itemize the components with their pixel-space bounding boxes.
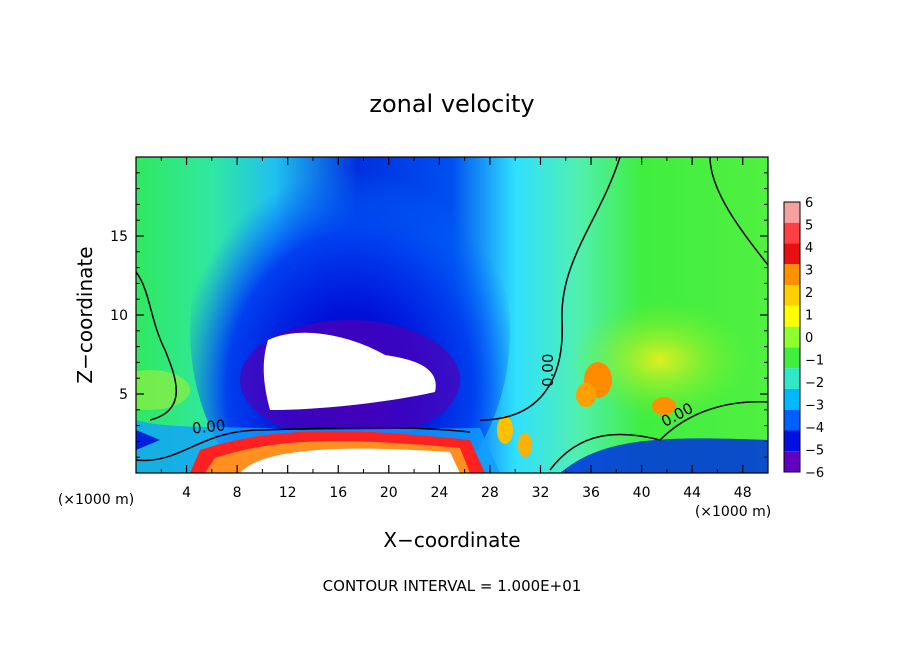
colorbar-label: 4 bbox=[805, 241, 813, 256]
colorbar-label: −6 bbox=[805, 466, 824, 481]
colorbar-swatch bbox=[784, 451, 800, 472]
colorbar-swatch bbox=[784, 285, 800, 306]
y-axis-label: Z−coordinate bbox=[73, 246, 97, 383]
colorbar-label: 2 bbox=[805, 286, 813, 301]
x-tick-label: 16 bbox=[329, 485, 347, 501]
colorbar-swatch bbox=[784, 409, 800, 431]
colorbar-swatch bbox=[784, 305, 800, 327]
colorbar-swatch bbox=[784, 430, 800, 452]
contour-interval-note: CONTOUR INTERVAL = 1.000E+01 bbox=[323, 577, 582, 595]
colorbar-label: 3 bbox=[805, 264, 813, 279]
colorbar-label: −4 bbox=[805, 421, 824, 436]
velocity-field bbox=[136, 157, 768, 473]
colorbar-label: −5 bbox=[805, 444, 824, 459]
y-tick-label: 10 bbox=[110, 308, 128, 324]
x-unit-label-left: (×1000 m) bbox=[58, 492, 134, 508]
x-tick-label: 44 bbox=[683, 485, 701, 501]
colorbar: 6 5 4 3 2 1 0 −1 −2 −3 −4 −5 −6 bbox=[783, 196, 824, 481]
x-tick-label: 12 bbox=[279, 485, 297, 501]
x-tick-label: 24 bbox=[430, 485, 448, 501]
colorbar-swatch bbox=[784, 347, 800, 369]
contour-label: 0.00 bbox=[191, 416, 226, 437]
x-tick-label: 32 bbox=[532, 485, 550, 501]
x-unit-label-right: (×1000 m) bbox=[695, 504, 771, 520]
colorbar-label: −2 bbox=[805, 376, 824, 391]
colorbar-label: 6 bbox=[805, 196, 813, 211]
x-axis-label: X−coordinate bbox=[383, 528, 520, 552]
colorbar-swatch bbox=[784, 222, 800, 244]
colorbar-swatch bbox=[784, 243, 800, 265]
colorbar-swatch bbox=[784, 202, 800, 223]
x-tick-label: 20 bbox=[380, 485, 398, 501]
colorbar-swatch bbox=[784, 326, 800, 348]
colorbar-swatch bbox=[784, 388, 800, 410]
y-tick-label: 5 bbox=[119, 387, 128, 403]
x-tick-label: 8 bbox=[233, 485, 242, 501]
y-axis-ticks: 5 10 15 bbox=[110, 172, 768, 458]
colorbar-swatch bbox=[784, 368, 800, 389]
contour-label: 0.00 bbox=[539, 354, 557, 387]
colorbar-label: −3 bbox=[805, 399, 824, 414]
colorbar-label: 1 bbox=[805, 309, 813, 324]
colorbar-frame bbox=[783, 201, 801, 473]
x-tick-label: 28 bbox=[481, 485, 499, 501]
x-axis-ticks: 4 8 12 16 20 24 28 32 36 40 44 48 bbox=[160, 157, 752, 501]
colorbar-label: 5 bbox=[805, 219, 813, 234]
chart-title: zonal velocity bbox=[369, 90, 534, 118]
x-tick-label: 48 bbox=[734, 485, 752, 501]
x-tick-label: 4 bbox=[182, 485, 191, 501]
y-tick-label: 15 bbox=[110, 229, 128, 245]
colorbar-label: 0 bbox=[805, 331, 813, 346]
colorbar-swatch bbox=[784, 264, 800, 286]
colorbar-label: −1 bbox=[805, 354, 824, 369]
x-tick-label: 40 bbox=[633, 485, 651, 501]
x-tick-label: 36 bbox=[582, 485, 600, 501]
